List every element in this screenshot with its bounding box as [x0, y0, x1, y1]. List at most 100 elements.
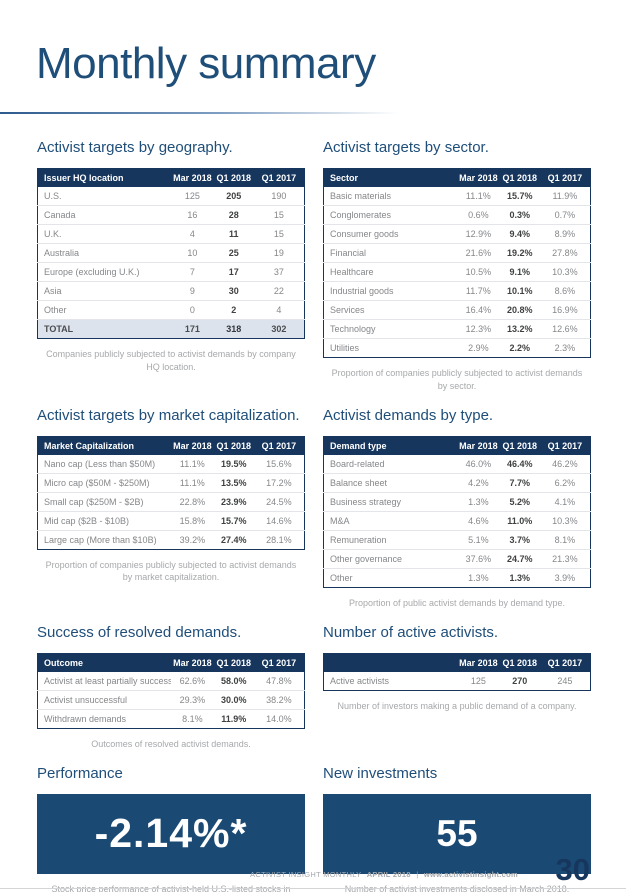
sector-heading: Activist targets by sector.	[323, 139, 489, 157]
table-header-row: Sector Mar 2018 Q1 2018 Q1 2017	[323, 168, 591, 188]
table-cell: Activist at least partially successful	[44, 675, 171, 686]
table-cell: 14.6%	[253, 510, 305, 531]
table-header-cell: Q1 2017	[253, 436, 305, 455]
table-header-cell: Mar 2018	[457, 436, 500, 455]
footer-separator: |	[416, 870, 419, 879]
table-row: Board-related 46.0% 46.4% 46.2%	[324, 455, 591, 474]
table-cell: Technology	[323, 319, 457, 339]
table-cell: 39.2%	[171, 529, 214, 550]
table-cell: Basic materials	[330, 191, 392, 202]
table-cell: 10.1%	[499, 281, 540, 301]
table-header-cell: Mar 2018	[457, 168, 500, 188]
table-row: Balance sheet 4.2% 7.7% 6.2%	[323, 472, 591, 493]
table-cell: 4	[171, 224, 214, 244]
table-cell: 22	[253, 281, 305, 301]
table-cell: 0.7%	[539, 205, 591, 225]
table-cell: 16.4%	[457, 300, 500, 320]
section-geography: Activist targets by geography. Issuer HQ…	[37, 139, 305, 372]
footer-website-link[interactable]: www.activistinsight.com	[423, 870, 518, 879]
table-cell: 46.2%	[552, 458, 578, 469]
table-cell: 11.1%	[171, 472, 214, 493]
active-activists-caption: Number of investors making a public dema…	[337, 700, 577, 711]
table-header-cell: Mar 2018	[457, 653, 500, 672]
table-cell: 27.4%	[213, 529, 254, 550]
table-cell: 5.1%	[457, 529, 500, 550]
table-cell: 28.1%	[253, 529, 305, 550]
table-row: Europe (excluding U.K.) 7 17 37	[37, 262, 305, 282]
table-cell: 11.1%	[179, 458, 205, 469]
table-cell: 12.3%	[457, 319, 500, 339]
geography-heading: Activist targets by geography.	[37, 139, 233, 157]
footer: ACTIVIST INSIGHT MONTHLY APRIL 2018 | ww…	[250, 870, 518, 879]
table-cell: 20.8%	[499, 300, 540, 320]
title-divider	[0, 112, 398, 115]
table-header-cell: Q1 2017	[253, 653, 305, 672]
table-cell: 10.3%	[539, 510, 591, 531]
table-cell: 0	[171, 300, 214, 320]
table-cell: 28	[213, 205, 254, 225]
table-cell: 11.1%	[465, 191, 491, 202]
table-cell: Nano cap (Less than $50M)	[44, 458, 156, 469]
table-row: Large cap (More than $10B) 39.2% 27.4% 28.1…	[37, 529, 305, 550]
section-market-cap: Activist targets by market capitalizatio…	[37, 407, 305, 583]
table-cell: Withdrawn demands	[37, 708, 171, 729]
table-cell: 24.5%	[253, 491, 305, 512]
table-cell: 11.9%	[552, 191, 578, 202]
table-cell: 5.2%	[499, 491, 540, 512]
table-cell: 4	[253, 300, 305, 320]
new-investments-caption: Number of activist investments disclosed…	[344, 883, 570, 892]
section-active-activists: Number of active activists. Mar 2018 Q1 2…	[323, 624, 591, 712]
table-header-row: Mar 2018 Q1 2018 Q1 2017	[323, 653, 591, 672]
table-row: Other 0 2 4	[37, 300, 305, 320]
section-new-investments: New investments 55 Number of activist in…	[323, 765, 591, 892]
table-cell: 8.6%	[539, 281, 591, 301]
table-cell: 7	[171, 262, 214, 282]
table-row: Other 1.3% 1.3% 3.9%	[323, 567, 591, 588]
table-cell: 19.5%	[220, 458, 247, 469]
table-header-cell: Issuer HQ location	[37, 168, 171, 188]
table-cell: 13.2%	[499, 319, 540, 339]
table-cell: Other governance	[323, 548, 457, 569]
table-cell: Europe (excluding U.K.)	[37, 262, 171, 282]
table-cell: Australia	[37, 243, 171, 263]
performance-heading: Performance	[37, 764, 123, 782]
table-header-cell: Q1 2017	[539, 653, 591, 672]
table-header-cell: Outcome	[37, 653, 171, 672]
market-cap-table: Market Capitalization Mar 2018 Q1 2018 Q1 2…	[37, 435, 305, 550]
new-investments-heading: New investments	[323, 764, 438, 782]
section-demands: Activist demands by type. Demand type Mar…	[323, 407, 591, 609]
footer-publication: ACTIVIST INSIGHT MONTHLY	[250, 870, 362, 879]
market-cap-caption: Proportion of companies publicly subject…	[45, 559, 297, 582]
table-cell: 15.8%	[171, 510, 214, 531]
table-cell: 318	[213, 319, 254, 339]
table-cell: 0.3%	[499, 205, 540, 225]
table-cell: Services	[323, 300, 457, 320]
table-cell: 15	[253, 224, 305, 244]
table-cell: 125	[470, 675, 486, 686]
table-cell: 17	[213, 262, 254, 282]
table-cell: 4.6%	[457, 510, 500, 531]
table-cell: TOTAL	[37, 319, 171, 339]
table-cell: 245	[557, 675, 573, 686]
table-row: Financial 21.6% 19.2% 27.8%	[323, 243, 591, 263]
table-cell: 11.9%	[213, 708, 254, 729]
table-header-row: Market Capitalization Mar 2018 Q1 2018 Q1 2…	[37, 436, 305, 455]
table-cell: 15.7%	[213, 510, 254, 531]
table-cell: 29.3%	[171, 689, 214, 710]
table-cell: 3.9%	[539, 567, 591, 588]
table-header-cell: Mar 2018	[171, 168, 214, 188]
table-cell: 9	[171, 281, 214, 301]
table-row: Consumer goods 12.9% 9.4% 8.9%	[323, 224, 591, 244]
table-header-row: Demand type Mar 2018 Q1 2018 Q1 2017	[323, 436, 591, 455]
table-header-cell: Mar 2018	[171, 436, 214, 455]
table-cell: 8.1%	[171, 708, 214, 729]
table-cell: 2	[213, 300, 254, 320]
success-caption: Outcomes of resolved activist demands.	[91, 738, 251, 749]
table-cell: 8.1%	[539, 529, 591, 550]
table-cell: Healthcare	[323, 262, 457, 282]
section-success: Success of resolved demands. Outcome Mar …	[37, 624, 305, 750]
table-row: Technology 12.3% 13.2% 12.6%	[323, 319, 591, 339]
table-header-cell: Mar 2018	[171, 653, 214, 672]
table-header-cell: Q1 2018	[499, 168, 540, 188]
